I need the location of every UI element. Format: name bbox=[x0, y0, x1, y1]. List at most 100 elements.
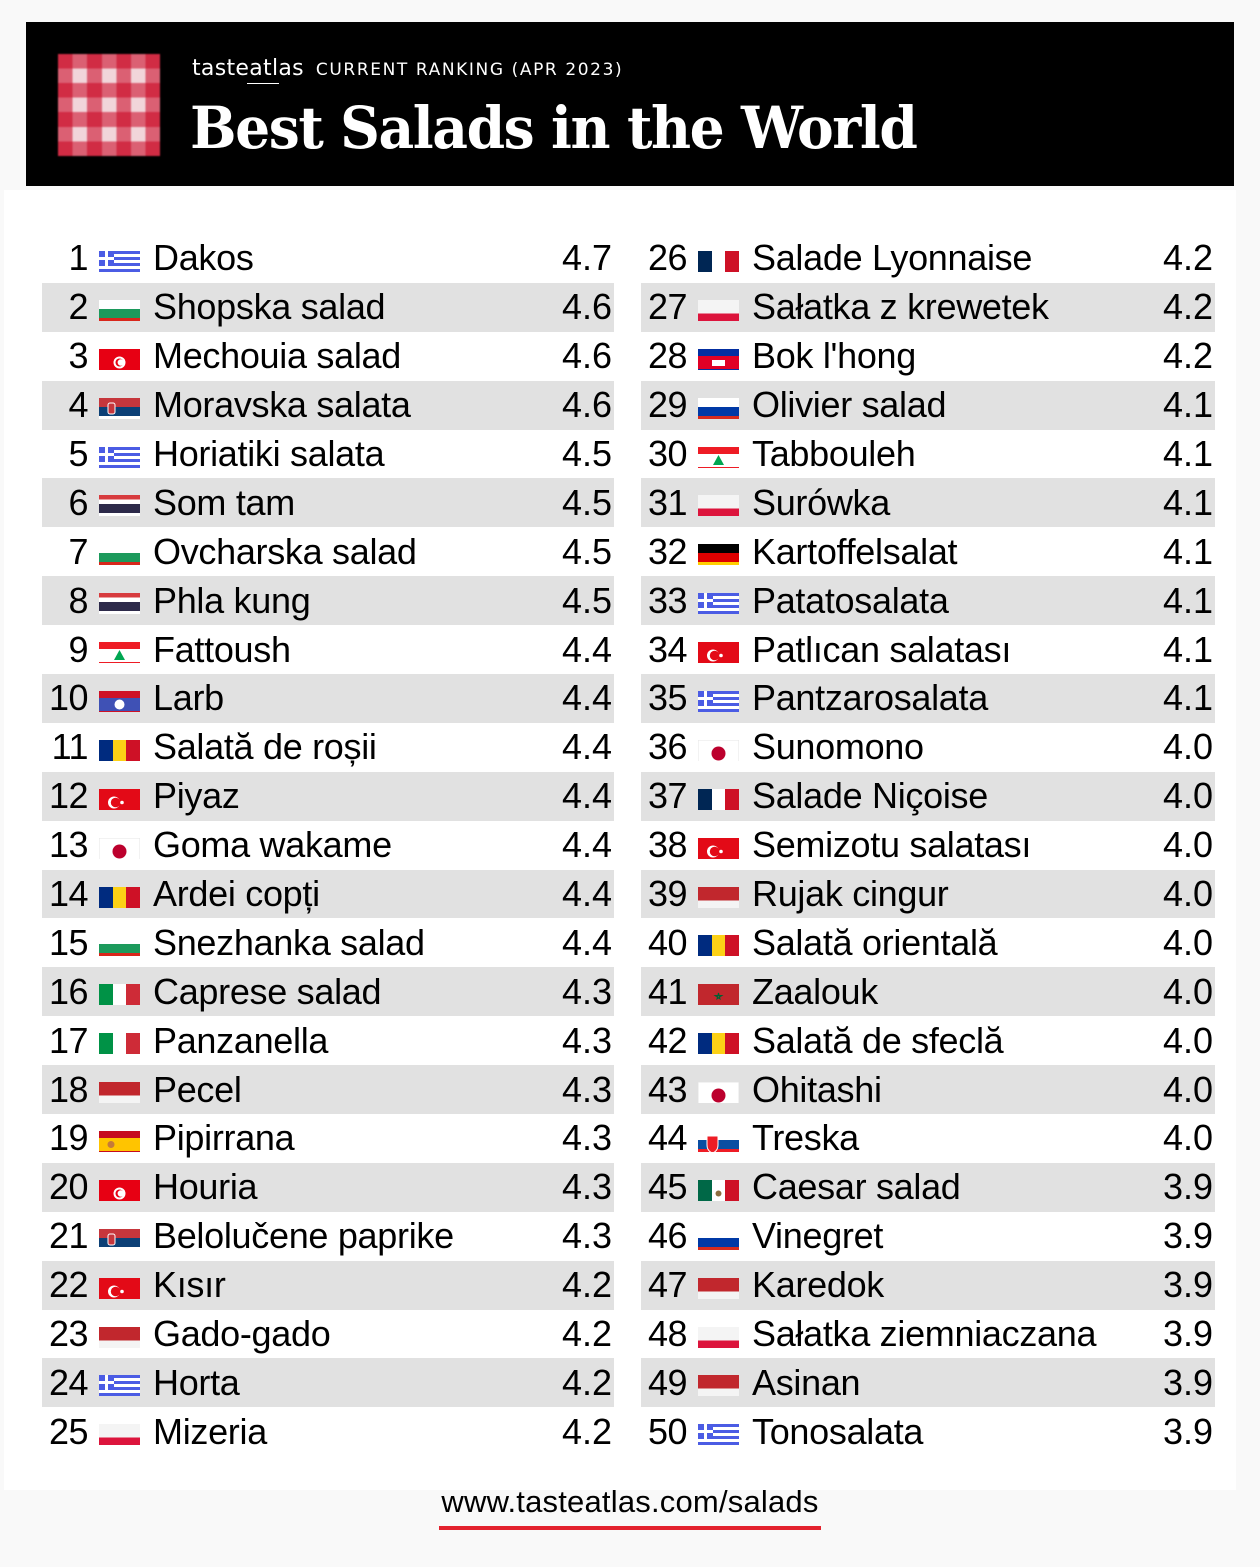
ranking-row[interactable]: 49 Asinan 3.9 bbox=[641, 1358, 1215, 1408]
ranking-row[interactable]: 32 Kartoffelsalat 4.1 bbox=[641, 527, 1215, 576]
flag-indonesia-icon bbox=[698, 1272, 739, 1299]
ranking-row[interactable]: 20 Houria 4.3 bbox=[42, 1162, 614, 1212]
ranking-row[interactable]: 28 Bok l'hong 4.2 bbox=[641, 332, 1215, 381]
ranking-row[interactable]: 40 Salată orientală 4.0 bbox=[641, 918, 1215, 967]
rating-score: 4.0 bbox=[1162, 775, 1213, 817]
rank-number: 31 bbox=[647, 481, 688, 523]
ranking-row[interactable]: 41 Zaalouk 4.0 bbox=[641, 967, 1215, 1017]
dish-name: Belolučene paprike bbox=[153, 1215, 454, 1257]
rating-score: 3.9 bbox=[1162, 1410, 1213, 1452]
ranking-row[interactable]: 27 Sałatka z krewetek 4.2 bbox=[641, 282, 1215, 332]
ranking-row[interactable]: 26 Salade Lyonnaise 4.2 bbox=[641, 234, 1215, 283]
ranking-row[interactable]: 29 Olivier salad 4.1 bbox=[641, 380, 1215, 430]
rating-score: 4.3 bbox=[561, 970, 612, 1012]
rating-score: 4.0 bbox=[1162, 824, 1213, 866]
dish-name: Snezhanka salad bbox=[153, 921, 425, 963]
flag-morocco-icon bbox=[698, 978, 739, 1006]
ranking-row[interactable]: 42 Salată de sfeclă 4.0 bbox=[641, 1016, 1215, 1065]
flag-indonesia-icon bbox=[698, 1369, 739, 1397]
ranking-row[interactable]: 34 Patlıcan salatası 4.1 bbox=[641, 625, 1215, 674]
flag-france-icon bbox=[698, 245, 739, 272]
ranking-row[interactable]: 5 Horiatiki salata 4.5 bbox=[42, 430, 614, 479]
ranking-row[interactable]: 45 Caesar salad 3.9 bbox=[641, 1162, 1215, 1212]
rating-score: 4.1 bbox=[1162, 579, 1213, 621]
ranking-row[interactable]: 12 Piyaz 4.4 bbox=[42, 771, 614, 821]
flag-mexico-icon bbox=[698, 1174, 739, 1201]
ranking-row[interactable]: 22 Kısır 4.2 bbox=[42, 1260, 614, 1310]
ranking-row[interactable]: 7 Ovcharska salad 4.5 bbox=[42, 527, 614, 576]
ranking-row[interactable]: 33 Patatosalata 4.1 bbox=[641, 576, 1215, 626]
ranking-row[interactable]: 9 Fattoush 4.4 bbox=[42, 625, 614, 674]
ranking-row[interactable]: 47 Karedok 3.9 bbox=[641, 1260, 1215, 1310]
ranking-row[interactable]: 46 Vinegret 3.9 bbox=[641, 1212, 1215, 1261]
rating-score: 4.4 bbox=[561, 824, 612, 866]
dish-name: Houria bbox=[153, 1166, 258, 1208]
rank-number: 25 bbox=[48, 1410, 89, 1452]
ranking-row[interactable]: 24 Horta 4.2 bbox=[42, 1358, 614, 1408]
ranking-row[interactable]: 2 Shopska salad 4.6 bbox=[42, 282, 614, 332]
ranking-row[interactable]: 10 Larb 4.4 bbox=[42, 674, 614, 723]
ranking-row[interactable]: 50 Tonosalata 3.9 bbox=[641, 1407, 1215, 1456]
ranking-row[interactable]: 16 Caprese salad 4.3 bbox=[42, 967, 614, 1017]
dish-name: Caesar salad bbox=[752, 1166, 961, 1208]
dish-name: Ardei copți bbox=[153, 873, 320, 915]
rank-number: 49 bbox=[647, 1361, 688, 1403]
rating-score: 3.9 bbox=[1162, 1313, 1213, 1355]
ranking-row[interactable]: 8 Phla kung 4.5 bbox=[42, 576, 614, 626]
dish-name: Caprese salad bbox=[153, 970, 382, 1012]
rank-number: 18 bbox=[48, 1068, 89, 1110]
website-link[interactable]: www.tasteatlas.com/salads bbox=[439, 1484, 821, 1530]
ranking-row[interactable]: 48 Sałatka ziemniaczana 3.9 bbox=[641, 1310, 1215, 1359]
logo-underline bbox=[247, 83, 279, 84]
ranking-row[interactable]: 4 Moravska salata 4.6 bbox=[42, 380, 614, 430]
rank-number: 12 bbox=[48, 775, 89, 817]
flag-serbia-icon bbox=[99, 1223, 140, 1250]
ranking-row[interactable]: 3 Mechouia salad 4.6 bbox=[42, 332, 614, 381]
rank-number: 23 bbox=[48, 1313, 89, 1355]
rank-number: 10 bbox=[48, 677, 89, 719]
rating-score: 4.3 bbox=[561, 1019, 612, 1061]
ranking-row[interactable]: 36 Sunomono 4.0 bbox=[641, 723, 1215, 772]
ranking-row[interactable]: 43 Ohitashi 4.0 bbox=[641, 1065, 1215, 1115]
dish-name: Gado-gado bbox=[153, 1313, 331, 1355]
ranking-row[interactable]: 18 Pecel 4.3 bbox=[42, 1065, 614, 1115]
ranking-row[interactable]: 11 Salată de roșii 4.4 bbox=[42, 723, 614, 772]
dish-name: Vinegret bbox=[752, 1215, 884, 1257]
rank-number: 17 bbox=[48, 1019, 89, 1061]
rank-number: 13 bbox=[48, 824, 89, 866]
ranking-row[interactable]: 37 Salade Niçoise 4.0 bbox=[641, 771, 1215, 821]
dish-name: Sałatka ziemniaczana bbox=[752, 1313, 1097, 1355]
ranking-row[interactable]: 23 Gado-gado 4.2 bbox=[42, 1310, 614, 1359]
ranking-row[interactable]: 15 Snezhanka salad 4.4 bbox=[42, 918, 614, 967]
ranking-row[interactable]: 31 Surówka 4.1 bbox=[641, 478, 1215, 528]
rating-score: 4.0 bbox=[1162, 1068, 1213, 1110]
ranking-row[interactable]: 25 Mizeria 4.2 bbox=[42, 1407, 614, 1456]
tasteatlas-logo: tasteatlas bbox=[192, 56, 304, 84]
flag-tunisia-icon bbox=[99, 343, 140, 370]
ranking-row[interactable]: 39 Rujak cingur 4.0 bbox=[641, 869, 1215, 919]
ranking-row[interactable]: 30 Tabbouleh 4.1 bbox=[641, 430, 1215, 479]
flag-greece-icon bbox=[698, 1418, 739, 1446]
rating-score: 4.5 bbox=[561, 481, 612, 523]
page-title: Best Salads in the World bbox=[190, 94, 918, 162]
ranking-row[interactable]: 14 Ardei copți 4.4 bbox=[42, 869, 614, 919]
rating-score: 4.1 bbox=[1162, 530, 1213, 572]
ranking-row[interactable]: 1 Dakos 4.7 bbox=[42, 234, 614, 283]
rank-number: 3 bbox=[68, 335, 88, 377]
ranking-row[interactable]: 19 Pipirrana 4.3 bbox=[42, 1114, 614, 1163]
rating-score: 4.0 bbox=[1162, 726, 1213, 768]
rating-score: 4.3 bbox=[561, 1215, 612, 1257]
ranking-row[interactable]: 38 Semizotu salatası 4.0 bbox=[641, 821, 1215, 870]
ranking-row[interactable]: 21 Belolučene paprike 4.3 bbox=[42, 1212, 614, 1261]
flag-romania-icon bbox=[99, 734, 140, 761]
flag-italy-icon bbox=[99, 1027, 140, 1055]
ranking-row[interactable]: 17 Panzanella 4.3 bbox=[42, 1016, 614, 1065]
ranking-row[interactable]: 13 Goma wakame 4.4 bbox=[42, 821, 614, 870]
ranking-row[interactable]: 44 Treska 4.0 bbox=[641, 1114, 1215, 1163]
ranking-row[interactable]: 35 Pantzarosalata 4.1 bbox=[641, 674, 1215, 723]
flag-turkey-icon bbox=[99, 783, 140, 810]
rating-score: 4.0 bbox=[1162, 921, 1213, 963]
rank-number: 24 bbox=[48, 1361, 89, 1403]
ranking-row[interactable]: 6 Som tam 4.5 bbox=[42, 478, 614, 528]
rank-number: 14 bbox=[48, 873, 89, 915]
